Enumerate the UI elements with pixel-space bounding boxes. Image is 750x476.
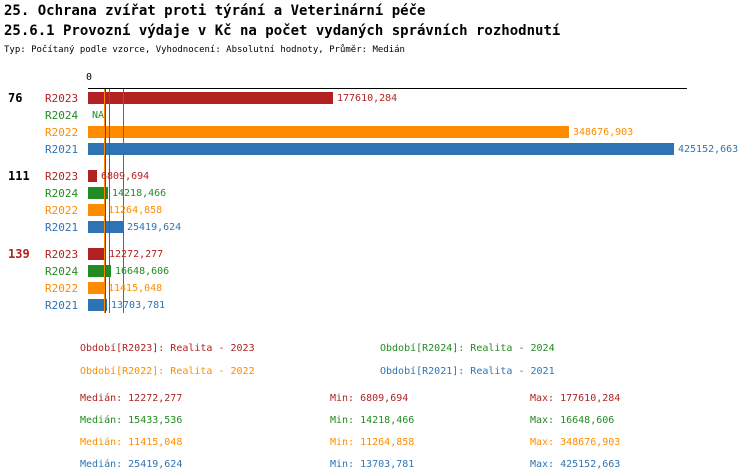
value-bar-R2023 <box>88 248 105 260</box>
bar-row: R2022 348676,903 <box>0 124 750 141</box>
year-label-R2022: R2022 <box>45 126 79 139</box>
bar-row: R2024 NA <box>0 107 750 124</box>
value-bar-R2022 <box>88 204 104 216</box>
bar-chart: 76 R2023 177610,284 R2024 NA R2022 348676,903 R… <box>0 88 750 318</box>
legend-item-R2021: Období[R2021]: Realita - 2021 <box>380 366 555 377</box>
legend-item-R2024: Období[R2024]: Realita - 2024 <box>380 343 555 354</box>
bar-value-label: 14218,466 <box>112 188 167 199</box>
stat-min-R2024: Min: 14218,466 <box>330 415 415 426</box>
year-label-R2024: R2024 <box>45 265 79 278</box>
median-line-R2021 <box>123 89 124 313</box>
chart-title-line2: 25.6.1 Provozní výdaje v Kč na počet vyd… <box>4 23 561 39</box>
value-bar-R2022 <box>88 126 569 138</box>
stat-max-R2024: Max: 16648,606 <box>530 415 615 426</box>
stat-median-R2023: Medián: 12272,277 <box>80 393 183 404</box>
bar-value-label: 348676,903 <box>573 127 634 138</box>
bar-value-label: 11264,858 <box>108 205 163 216</box>
year-label-R2023: R2023 <box>45 92 79 105</box>
bar-row: R2022 11415,048 <box>0 280 750 297</box>
stat-max-R2022: Max: 348676,903 <box>530 437 621 448</box>
value-bar-R2024 <box>88 187 108 199</box>
median-line-R2022 <box>104 89 105 313</box>
bar-value-label: 11415,048 <box>108 283 163 294</box>
bar-row: R2021 25419,624 <box>0 219 750 236</box>
value-bar-R2023 <box>88 92 333 104</box>
chart-type-info: Typ: Počítaný podle vzorce, Vyhodnocení:… <box>4 45 405 55</box>
year-label-R2022: R2022 <box>45 282 79 295</box>
stat-median-R2022: Medián: 11415,048 <box>80 437 183 448</box>
year-label-R2024: R2024 <box>45 187 79 200</box>
stat-median-R2021: Medián: 25419,624 <box>80 459 183 470</box>
stat-min-R2022: Min: 11264,858 <box>330 437 415 448</box>
chart-stats: Medián: 12272,277 Min: 6809,694 Max: 17761… <box>0 393 750 476</box>
group-label: 111 <box>8 169 30 183</box>
value-bar-R2021 <box>88 143 674 155</box>
legend-item-R2022: Období[R2022]: Realita - 2022 <box>80 366 255 377</box>
bar-row: 111 R2023 6809,694 <box>0 168 750 185</box>
year-label-R2023: R2023 <box>45 170 79 183</box>
stat-max-R2023: Max: 177610,284 <box>530 393 621 404</box>
year-label-R2021: R2021 <box>45 299 79 312</box>
bar-row: R2021 13703,781 <box>0 297 750 314</box>
value-bar-R2021 <box>88 299 107 311</box>
stat-min-R2023: Min: 6809,694 <box>330 393 409 404</box>
bar-value-label: 25419,624 <box>127 222 182 233</box>
median-line-R2024 <box>109 89 110 313</box>
bar-row: R2024 14218,466 <box>0 185 750 202</box>
year-label-R2021: R2021 <box>45 143 79 156</box>
bar-groups-container: 76 R2023 177610,284 R2024 NA R2022 348676,903 R… <box>0 90 750 324</box>
bar-value-label: 12272,277 <box>109 249 164 260</box>
value-bar-R2024 <box>88 265 111 277</box>
chart-legend: Období[R2023]: Realita - 2023 Období[R202… <box>0 343 750 385</box>
legend-item-R2023: Období[R2023]: Realita - 2023 <box>80 343 255 354</box>
chart-title-line1: 25. Ochrana zvířat proti týrání a Veteri… <box>4 3 426 19</box>
x-axis-line <box>88 88 687 89</box>
value-bar-R2023 <box>88 170 97 182</box>
bar-group-139: 139 R2023 12272,277 R2024 16648,606 R2022 1141… <box>0 246 750 314</box>
bar-value-label: 177610,284 <box>337 93 398 104</box>
value-bar-R2022 <box>88 282 104 294</box>
stat-median-R2024: Medián: 15433,536 <box>80 415 183 426</box>
year-label-R2022: R2022 <box>45 204 79 217</box>
bar-row: 139 R2023 12272,277 <box>0 246 750 263</box>
group-label: 139 <box>8 247 30 261</box>
bar-value-label: NA <box>92 110 105 121</box>
bar-value-label: 6809,694 <box>101 171 150 182</box>
year-label-R2024: R2024 <box>45 109 79 122</box>
bar-value-label: 425152,663 <box>678 144 739 155</box>
year-label-R2021: R2021 <box>45 221 79 234</box>
median-line-R2023 <box>105 89 106 313</box>
bar-value-label: 16648,606 <box>115 266 170 277</box>
axis-zero-label: 0 <box>85 72 93 83</box>
bar-row: 76 R2023 177610,284 <box>0 90 750 107</box>
bar-row: R2024 16648,606 <box>0 263 750 280</box>
bar-row: R2021 425152,663 <box>0 141 750 158</box>
bar-value-label: 13703,781 <box>111 300 166 311</box>
bar-row: R2022 11264,858 <box>0 202 750 219</box>
group-label: 76 <box>8 91 23 105</box>
year-label-R2023: R2023 <box>45 248 79 261</box>
bar-group-111: 111 R2023 6809,694 R2024 14218,466 R2022 11264… <box>0 168 750 236</box>
bar-group-76: 76 R2023 177610,284 R2024 NA R2022 348676,903 R… <box>0 90 750 158</box>
stat-max-R2021: Max: 425152,663 <box>530 459 621 470</box>
stat-min-R2021: Min: 13703,781 <box>330 459 415 470</box>
